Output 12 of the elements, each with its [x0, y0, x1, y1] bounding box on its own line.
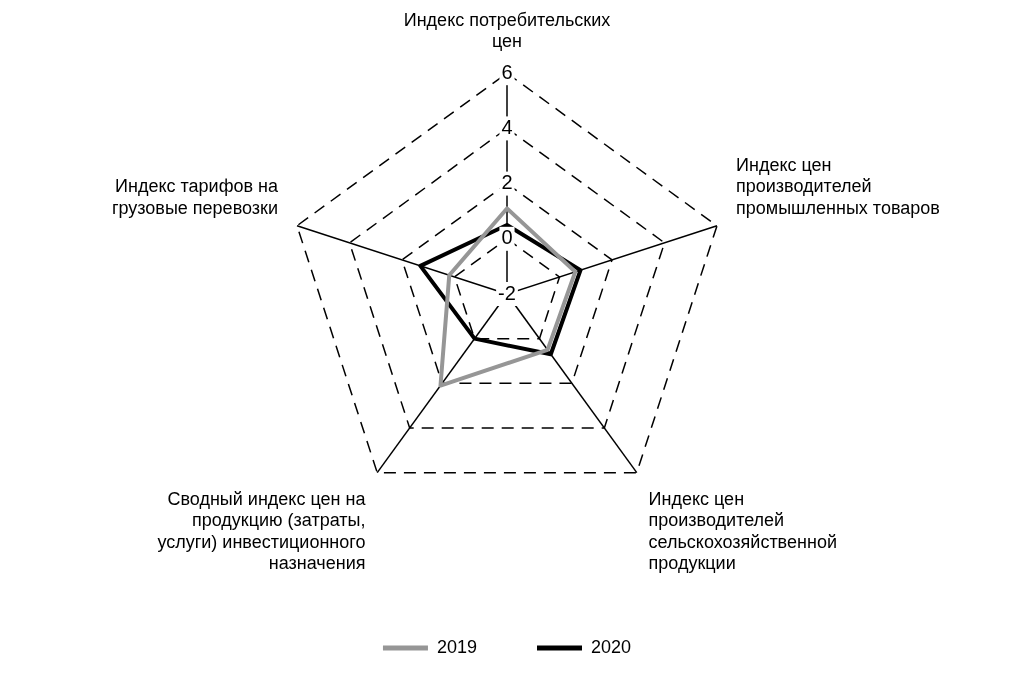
legend-label: 2019	[436, 636, 477, 657]
legend-label: 2020	[591, 636, 632, 657]
spoke-label: Индекс цен производителей сельскохозяйственной продукции	[648, 488, 837, 574]
y-tick-label: -2	[498, 281, 516, 304]
spoke-label: Индекс тарифов на грузовые перевозки	[111, 176, 279, 218]
y-tick-label: 6	[501, 60, 513, 83]
y-tick-label: 2	[501, 171, 513, 194]
y-tick-label: 0	[501, 226, 513, 249]
spoke-label: Индекс цен производителей промышленных товаров	[736, 154, 940, 218]
spoke-label: Сводный индекс цен на продукцию (затраты, услуги) инвестиционного назначения	[157, 488, 367, 574]
y-tick-label: 4	[501, 115, 513, 138]
spoke-label: Индекс потребительских цен	[403, 9, 611, 52]
